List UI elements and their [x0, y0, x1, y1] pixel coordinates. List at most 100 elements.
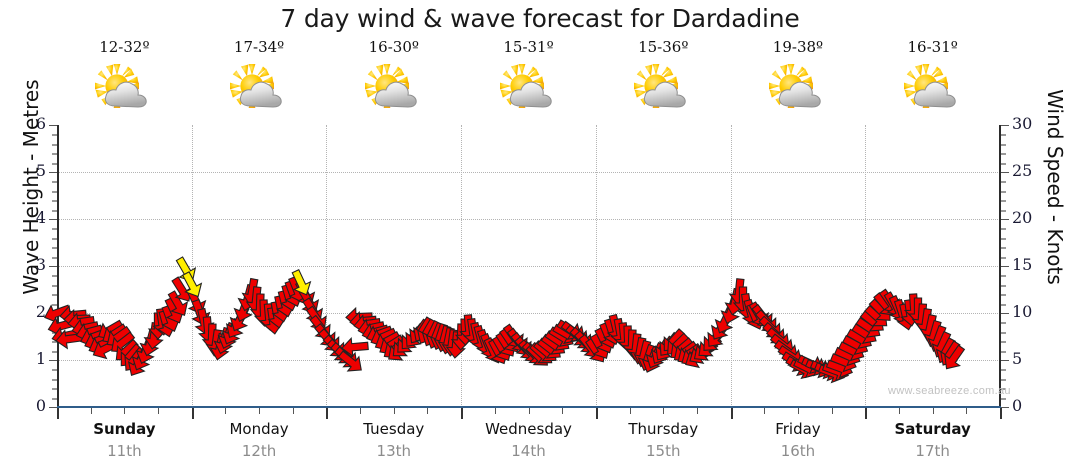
axis-tick-major — [49, 266, 57, 267]
x-tick-minor — [292, 408, 294, 414]
right-axis-tick-label: 5 — [1012, 349, 1023, 368]
axis-tick-minor — [52, 388, 57, 391]
x-tick-minor — [696, 408, 698, 414]
day-date: 15th — [645, 442, 681, 460]
day-header-thursday: 15-36º — [596, 38, 731, 124]
x-tick-minor — [629, 408, 631, 414]
x-tick-minor — [966, 408, 968, 414]
axis-tick-minor — [52, 247, 57, 250]
axis-tick-minor — [52, 162, 57, 165]
axis-tick-minor — [1001, 228, 1006, 231]
axis-tick-minor — [52, 294, 57, 297]
right-axis-line — [999, 125, 1001, 408]
x-tick-minor — [427, 408, 429, 414]
x-tick-major — [191, 408, 194, 419]
axis-tick-minor — [52, 190, 57, 193]
axis-tick-minor — [52, 134, 57, 137]
sun-behind-cloud-icon — [767, 62, 829, 120]
axis-tick-major — [49, 125, 57, 126]
day-date: 17th — [915, 442, 950, 460]
x-tick-major — [326, 408, 329, 419]
day-date: 11th — [107, 442, 142, 460]
axis-tick-minor — [52, 181, 57, 184]
axis-tick-minor — [52, 200, 57, 203]
axis-tick-major — [1001, 360, 1009, 361]
x-tick-minor — [225, 408, 227, 414]
bottom-axis-line — [57, 406, 1001, 408]
left-axis-tick-label: 2 — [35, 302, 46, 321]
wind-arrow — [158, 283, 199, 324]
axis-tick-minor — [1001, 284, 1006, 287]
day-footer-strip: Sunday 11th Monday 12th Tuesday 13th Wednesday… — [57, 418, 1000, 473]
day-name: Sunday — [93, 420, 156, 438]
axis-tick-minor — [52, 143, 57, 146]
left-axis-tick-label: 3 — [35, 255, 46, 274]
x-tick-minor — [158, 408, 160, 414]
sun-behind-cloud-icon — [93, 62, 155, 120]
day-date: 14th — [511, 442, 546, 460]
x-tick-major — [865, 408, 868, 419]
gridline-vertical — [595, 125, 597, 407]
x-tick-minor — [494, 408, 496, 414]
axis-tick-minor — [1001, 247, 1006, 250]
left-axis-tick-label: 0 — [35, 396, 46, 415]
temperature-range: 15-36º — [638, 38, 689, 56]
left-axis-line — [57, 125, 59, 408]
x-tick-minor — [528, 408, 530, 414]
right-axis-tick-label: 10 — [1012, 302, 1033, 321]
forecast-plot — [44, 125, 1000, 407]
day-name: Monday — [229, 420, 289, 438]
day-footer-wednesday: Wednesday 14th — [461, 418, 596, 473]
axis-tick-major — [1001, 219, 1009, 220]
axis-tick-minor — [52, 153, 57, 156]
axis-tick-minor — [52, 341, 57, 344]
left-axis-tick-label: 5 — [35, 161, 46, 180]
day-date: 13th — [376, 442, 412, 460]
day-header-wednesday: 15-31º — [461, 38, 596, 124]
day-header-friday: 19-38º — [731, 38, 866, 124]
axis-tick-minor — [1001, 209, 1006, 212]
axis-tick-major — [1001, 266, 1009, 267]
day-header-monday: 17-34º — [192, 38, 327, 124]
day-header-saturday: 16-31º — [865, 38, 1000, 124]
watermark: www.seabreeze.com.au — [888, 385, 1011, 397]
gridline-vertical — [461, 125, 463, 407]
day-name: Friday — [775, 420, 821, 438]
gridline-horizontal — [57, 266, 1000, 267]
axis-tick-major — [1001, 125, 1009, 126]
x-tick-minor — [831, 408, 833, 414]
day-header-strip: 12-32º — [57, 38, 1000, 124]
wind-arrow — [338, 331, 371, 364]
page-title: 7 day wind & wave forecast for Dardadine — [280, 4, 800, 33]
axis-tick-minor — [1001, 200, 1006, 203]
axis-tick-minor — [52, 303, 57, 306]
axis-tick-minor — [1001, 294, 1006, 297]
gridline-horizontal — [57, 313, 1000, 314]
x-tick-minor — [393, 408, 395, 414]
day-footer-friday: Friday 16th — [731, 418, 866, 473]
axis-tick-minor — [52, 209, 57, 212]
axis-tick-minor — [1001, 350, 1006, 353]
axis-tick-minor — [1001, 388, 1006, 391]
x-tick-minor — [932, 408, 934, 414]
x-tick-minor — [764, 408, 766, 414]
sun-behind-cloud-icon — [228, 62, 290, 120]
gridline-vertical — [730, 125, 732, 407]
x-tick-major — [461, 408, 464, 419]
axis-tick-major — [1001, 407, 1009, 408]
x-tick-minor — [663, 408, 665, 414]
x-tick-minor — [898, 408, 900, 414]
axis-tick-minor — [52, 275, 57, 278]
gridline-horizontal — [57, 219, 1000, 220]
day-footer-tuesday: Tuesday 13th — [326, 418, 461, 473]
gridline-horizontal — [57, 172, 1000, 173]
left-axis-title: Wave Height - Metres — [19, 79, 43, 295]
temperature-range: 19-38º — [772, 38, 824, 56]
day-name: Saturday — [894, 420, 971, 438]
axis-tick-minor — [52, 228, 57, 231]
day-footer-thursday: Thursday 15th — [596, 418, 731, 473]
x-tick-minor — [124, 408, 126, 414]
wind-arrow — [933, 337, 975, 379]
day-name: Wednesday — [485, 420, 572, 438]
day-header-sunday: 12-32º — [57, 38, 192, 124]
